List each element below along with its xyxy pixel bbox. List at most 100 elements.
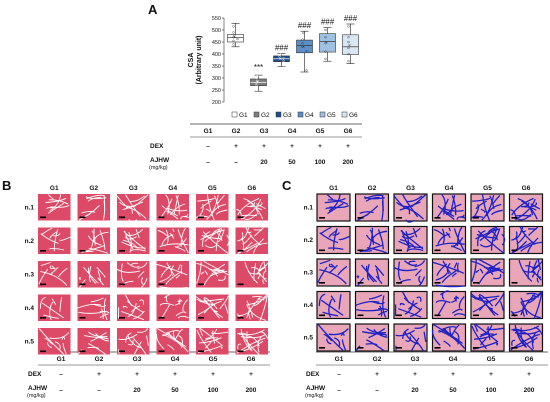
fiber-boundary bbox=[479, 228, 496, 242]
fiber-boundary bbox=[433, 228, 446, 237]
fiber-boundary bbox=[405, 336, 411, 342]
fiber-boundary bbox=[435, 198, 449, 219]
fiber-boundary bbox=[137, 327, 149, 333]
fiber-boundary bbox=[442, 210, 455, 221]
fiber-boundary bbox=[213, 268, 220, 273]
fiber-boundary bbox=[196, 261, 202, 284]
fiber-boundary bbox=[479, 333, 494, 338]
fiber-boundary bbox=[405, 219, 415, 223]
fiber-boundary bbox=[407, 302, 418, 310]
fiber-boundary bbox=[470, 215, 484, 219]
fiber-boundary bbox=[531, 202, 538, 208]
fiber-boundary bbox=[88, 343, 106, 355]
fiber-boundary bbox=[61, 336, 66, 340]
fiber-boundary bbox=[375, 275, 383, 284]
fiber-boundary bbox=[399, 201, 421, 211]
fiber-boundary bbox=[237, 241, 253, 255]
fiber-boundary bbox=[88, 247, 109, 254]
dex-cell: + bbox=[451, 371, 455, 378]
significance-label: ### bbox=[344, 14, 358, 23]
tissue-bg bbox=[156, 328, 189, 355]
scale-bar bbox=[198, 283, 204, 286]
fiber-boundary bbox=[451, 295, 458, 304]
he-stain-grid: G1 G2 G3 G4 G5 G6 n.1 n.2 n.3 n.4 n.5 bbox=[25, 185, 269, 355]
fiber-boundary bbox=[436, 263, 448, 276]
fiber-boundary bbox=[199, 327, 223, 347]
scale-bar bbox=[237, 216, 244, 219]
data-point bbox=[347, 25, 350, 28]
fiber-boundary bbox=[177, 300, 181, 305]
fiber-boundary bbox=[479, 293, 494, 307]
tissue-image bbox=[77, 294, 110, 321]
fiber-boundary bbox=[92, 231, 109, 243]
fiber-boundary bbox=[474, 323, 499, 343]
fiber-boundary bbox=[521, 292, 543, 303]
fiber-boundary bbox=[520, 293, 536, 316]
fiber-boundary bbox=[139, 299, 144, 305]
fiber-boundary bbox=[47, 194, 54, 200]
y-axis-label: CSA bbox=[188, 53, 195, 68]
fiber-boundary bbox=[328, 229, 338, 238]
fiber-boundary bbox=[530, 265, 541, 273]
tissue-image bbox=[235, 328, 269, 355]
fiber-boundary bbox=[257, 272, 268, 283]
fiber-boundary bbox=[327, 202, 344, 215]
ajhw-cell: – bbox=[59, 387, 63, 394]
fiber-boundary bbox=[479, 243, 493, 248]
fiber-boundary bbox=[456, 216, 466, 220]
mean-marker: × bbox=[233, 35, 236, 41]
tissue-image bbox=[431, 193, 467, 222]
dex-cell: + bbox=[249, 371, 253, 378]
fiber-boundary bbox=[338, 235, 351, 241]
dex-row-label: DEX bbox=[28, 371, 42, 378]
scale-bar bbox=[237, 283, 244, 286]
scale-bar bbox=[40, 350, 46, 353]
fiber-boundary bbox=[262, 293, 269, 299]
tissue-image bbox=[508, 193, 544, 222]
ajhw-cell: 20 bbox=[260, 159, 268, 166]
fiber-boundary bbox=[440, 290, 450, 296]
fiber-boundary bbox=[257, 202, 263, 207]
scale-bar bbox=[198, 216, 204, 219]
fiber-boundary bbox=[205, 328, 218, 340]
y-tick-label: 300 bbox=[212, 76, 221, 82]
scale-bar bbox=[511, 249, 518, 252]
y-axis-label-unit: (Arbitrary unit) bbox=[196, 36, 203, 85]
fiber-boundary bbox=[366, 263, 370, 281]
fiber-boundary bbox=[49, 332, 70, 339]
scale-bar bbox=[158, 283, 165, 286]
box-iqr bbox=[296, 39, 313, 54]
grid-column-header: G6 bbox=[247, 185, 256, 192]
fiber-boundary bbox=[205, 208, 211, 213]
scale-bar bbox=[79, 216, 86, 219]
data-point bbox=[282, 64, 285, 67]
fiber-boundary bbox=[49, 194, 62, 212]
fiber-boundary bbox=[172, 228, 175, 232]
scale-bar bbox=[198, 350, 204, 353]
fiber-boundary bbox=[124, 236, 138, 240]
grid-column-header: G3 bbox=[129, 185, 138, 192]
fiber-boundary bbox=[511, 240, 528, 254]
fiber-boundary bbox=[130, 305, 141, 313]
fiber-boundary bbox=[38, 268, 49, 285]
fiber-boundary bbox=[212, 227, 222, 236]
box-g1: × bbox=[227, 22, 244, 48]
fiber-boundary bbox=[521, 331, 535, 343]
fiber-boundary bbox=[451, 324, 460, 336]
fiber-boundary bbox=[174, 298, 181, 306]
significance-label: *** bbox=[254, 63, 263, 72]
fiber-boundary bbox=[159, 286, 188, 289]
fiber-boundary bbox=[78, 205, 100, 221]
y-tick-label: 350 bbox=[212, 64, 221, 70]
fiber-boundary bbox=[50, 204, 70, 208]
data-point bbox=[324, 36, 327, 39]
data-point bbox=[305, 50, 308, 53]
fiber-boundary bbox=[85, 196, 107, 200]
group-header: G3 bbox=[411, 356, 420, 363]
data-point bbox=[302, 31, 305, 34]
tissue-image bbox=[354, 258, 390, 287]
scale-bar bbox=[119, 317, 125, 319]
grid-row-label: n.5 bbox=[25, 338, 35, 345]
tissue-image bbox=[116, 194, 150, 222]
fiber-boundary bbox=[88, 331, 108, 338]
